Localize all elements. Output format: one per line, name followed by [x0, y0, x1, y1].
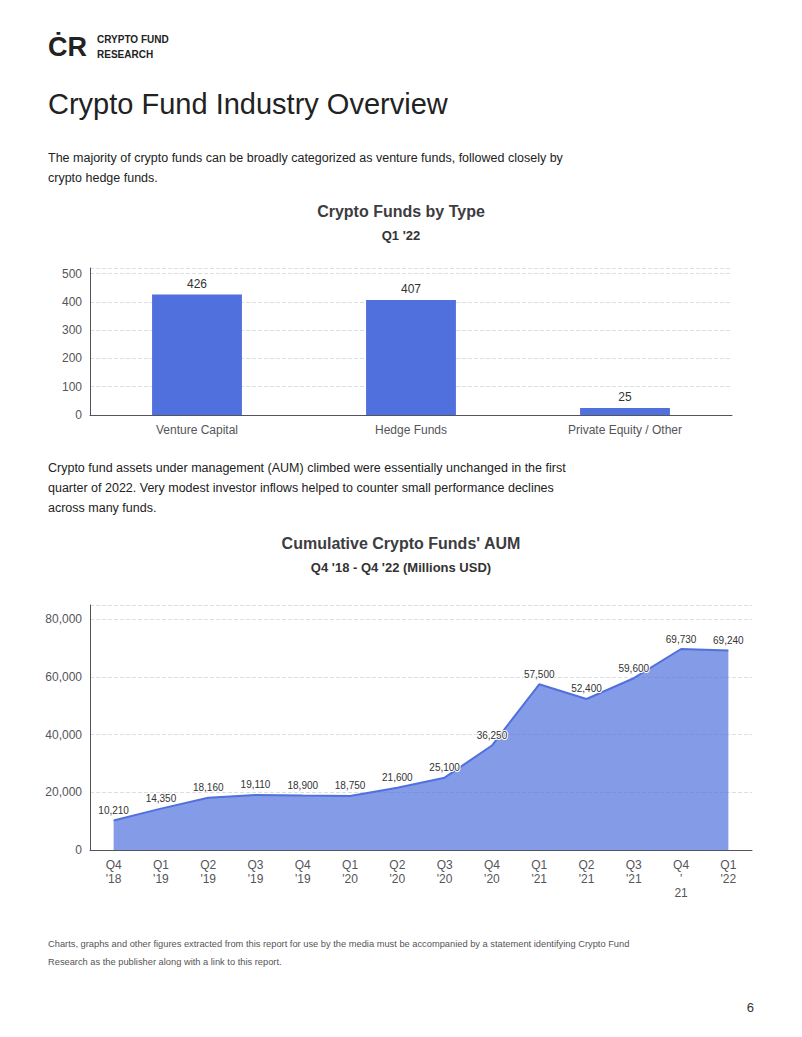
svg-text:57,500: 57,500 — [524, 669, 555, 680]
svg-text:0: 0 — [75, 408, 82, 422]
svg-text:Q1: Q1 — [342, 858, 358, 872]
svg-text:200: 200 — [62, 351, 82, 365]
svg-text:'18: '18 — [106, 872, 122, 886]
svg-text:'21: '21 — [579, 872, 595, 886]
svg-text:25: 25 — [618, 390, 632, 404]
svg-text:300: 300 — [62, 323, 82, 337]
svg-text:19,110: 19,110 — [241, 779, 271, 790]
svg-text:Q4: Q4 — [106, 858, 122, 872]
svg-text:426: 426 — [187, 277, 207, 291]
svg-text:'20: '20 — [390, 872, 406, 886]
svg-text:407: 407 — [401, 282, 421, 296]
svg-text:20,000: 20,000 — [45, 785, 82, 799]
html-text:Charts, graphs and other figur: Charts, graphs and other figures extract… — [48, 939, 630, 967]
svg-text:500: 500 — [62, 267, 82, 281]
html-text:The majority of crypto funds c: The majority of crypto funds can be broa… — [48, 151, 563, 185]
svg-text:Venture Capital: Venture Capital — [156, 423, 238, 437]
svg-text:59,600: 59,600 — [618, 663, 649, 674]
svg-text:Q2: Q2 — [578, 858, 594, 872]
svg-text:69,730: 69,730 — [666, 634, 697, 645]
html-text:Crypto fund assets under manag: Crypto fund assets under management (AUM… — [48, 461, 566, 515]
svg-text:'21: '21 — [531, 872, 547, 886]
html-text:6: 6 — [746, 1000, 754, 1015]
svg-text:Q4: Q4 — [295, 858, 311, 872]
svg-text:Q1 '22: Q1 '22 — [382, 228, 421, 243]
svg-text:Private Equity / Other: Private Equity / Other — [568, 423, 682, 437]
svg-text:21: 21 — [674, 886, 688, 900]
svg-text:'20: '20 — [484, 872, 500, 886]
svg-text:'21: '21 — [626, 872, 642, 886]
svg-text:'20: '20 — [437, 872, 453, 886]
svg-text:'22: '22 — [721, 872, 737, 886]
svg-text:0: 0 — [75, 843, 82, 857]
svg-text:'19: '19 — [200, 872, 216, 886]
svg-text:52,400: 52,400 — [571, 683, 602, 694]
svg-text:Q4: Q4 — [484, 858, 500, 872]
svg-text:Cumulative Crypto Funds' AUM: Cumulative Crypto Funds' AUM — [282, 535, 521, 552]
svg-text:Q3: Q3 — [626, 858, 642, 872]
svg-text:Q2: Q2 — [200, 858, 216, 872]
svg-text:21,600: 21,600 — [382, 772, 413, 783]
svg-text:': ' — [680, 872, 682, 886]
svg-text:Q1: Q1 — [153, 858, 169, 872]
svg-text:18,750: 18,750 — [335, 780, 366, 791]
svg-text:18,900: 18,900 — [287, 780, 318, 791]
svg-text:18,160: 18,160 — [193, 782, 224, 793]
svg-text:25,100: 25,100 — [429, 762, 460, 773]
svg-text:69,240: 69,240 — [713, 635, 744, 646]
svg-text:80,000: 80,000 — [45, 612, 82, 626]
html-text:Crypto Fund Industry Overview: Crypto Fund Industry Overview — [48, 88, 448, 120]
svg-text:14,350: 14,350 — [146, 793, 177, 804]
svg-text:60,000: 60,000 — [45, 670, 82, 684]
svg-text:100: 100 — [62, 380, 82, 394]
svg-text:Q3: Q3 — [437, 858, 453, 872]
svg-text:10,210: 10,210 — [98, 805, 129, 816]
svg-text:Q4: Q4 — [673, 858, 689, 872]
svg-text:'19: '19 — [295, 872, 311, 886]
svg-text:36,250: 36,250 — [477, 730, 508, 741]
svg-text:Q2: Q2 — [389, 858, 405, 872]
svg-text:Hedge Funds: Hedge Funds — [375, 423, 447, 437]
svg-text:'20: '20 — [342, 872, 358, 886]
svg-text:40,000: 40,000 — [45, 728, 82, 742]
html-text:ĊR: ĊR — [48, 31, 87, 62]
html-text:CRYPTO FUND: CRYPTO FUND — [97, 34, 169, 45]
svg-text:Q4 '18 - Q4 '22 (Millions USD): Q4 '18 - Q4 '22 (Millions USD) — [311, 560, 491, 575]
html-text:RESEARCH: RESEARCH — [97, 49, 154, 60]
svg-text:Crypto Funds by Type: Crypto Funds by Type — [317, 203, 485, 220]
svg-text:400: 400 — [62, 295, 82, 309]
svg-text:Q1: Q1 — [531, 858, 547, 872]
svg-text:'19: '19 — [153, 872, 169, 886]
svg-text:'19: '19 — [248, 872, 264, 886]
svg-text:Q3: Q3 — [247, 858, 263, 872]
svg-text:Q1: Q1 — [720, 858, 736, 872]
